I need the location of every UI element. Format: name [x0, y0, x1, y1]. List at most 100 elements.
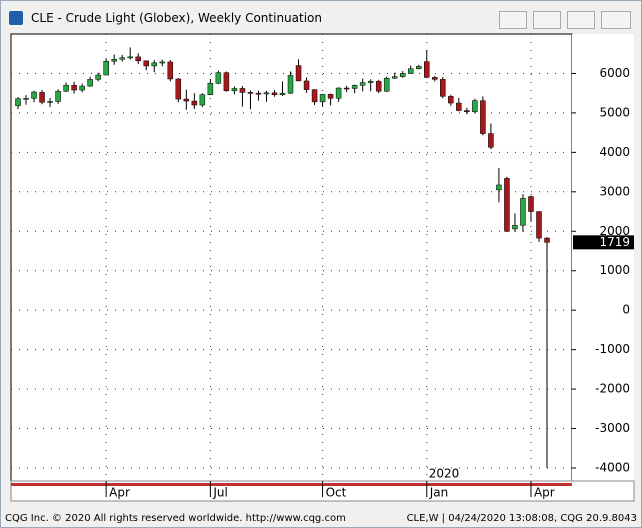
candle-body: [512, 225, 518, 230]
status-bar: CQG Inc. © 2020 All rights reserved worl…: [1, 510, 641, 527]
candle-body: [247, 92, 254, 94]
candle-body: [143, 60, 149, 67]
candle-body: [95, 74, 101, 80]
axis-area: [572, 34, 634, 481]
candle-body: [39, 92, 45, 103]
candle-body: [135, 56, 141, 62]
candle-body: [496, 184, 502, 191]
y-tick-label: 6000: [599, 66, 630, 80]
candle-body: [119, 57, 125, 60]
candle-body: [383, 77, 390, 92]
candle-body: [63, 85, 69, 92]
x-tick-label: Oct: [326, 486, 347, 500]
y-tick-label: 5000: [599, 105, 630, 119]
window-title: CLE - Crude Light (Globex), Weekly Conti…: [31, 11, 322, 25]
candle-body: [424, 61, 430, 78]
plot-area: [10, 33, 573, 482]
last-price-box: [573, 235, 634, 250]
y-tick-label: -1000: [595, 342, 630, 356]
candle-body: [520, 198, 526, 226]
candle-body: [255, 92, 262, 95]
candle-body: [367, 81, 374, 83]
x-tick-label: Apr: [534, 486, 555, 500]
chart: -4000 -3000 -2000 -1000 0 1000 2000 3000 4000 500…: [10, 33, 635, 502]
candle-body: [151, 62, 158, 67]
candle-body: [287, 75, 294, 94]
candle-body: [239, 88, 246, 93]
candle-body: [279, 92, 286, 96]
candle-body: [175, 78, 182, 100]
y-tick-label: -3000: [595, 421, 630, 435]
candle-body: [375, 81, 382, 92]
candle-body: [488, 133, 494, 148]
candle-body: [103, 60, 109, 76]
candle-body: [343, 87, 350, 90]
x-tick-label: Jul: [212, 486, 227, 500]
candle-body: [544, 237, 550, 243]
maximize-button[interactable]: [567, 11, 595, 29]
candle-body: [79, 85, 85, 91]
close-button[interactable]: [601, 11, 631, 29]
candle-body: [464, 110, 470, 112]
candle-body: [432, 77, 438, 80]
candle-body: [335, 87, 342, 99]
link-button[interactable]: [499, 11, 527, 29]
y-tick-label: 0: [622, 303, 630, 317]
candle-body: [31, 91, 37, 99]
y-tick-label: -2000: [595, 382, 630, 396]
y-tick-label: 4000: [599, 145, 630, 159]
candle-body: [480, 100, 486, 134]
candle-body: [191, 100, 198, 106]
candle-body: [391, 76, 398, 79]
candle-body: [199, 94, 206, 106]
candle-body: [295, 65, 302, 82]
y-tick-label: 2000: [599, 224, 630, 238]
candle-body: [359, 82, 366, 86]
candle-body: [319, 94, 326, 103]
candle-body: [504, 178, 510, 232]
candle-body: [167, 61, 174, 80]
candle-body: [407, 68, 414, 74]
status-text: CLE,W | 04/24/2020 13:08:08, CQG 20.9.80…: [406, 513, 637, 524]
candle-body: [111, 58, 117, 62]
candle-body: [231, 88, 238, 92]
candle-body: [215, 72, 222, 84]
candle-body: [55, 90, 61, 102]
candle-body: [303, 80, 310, 90]
candle-body: [448, 96, 454, 104]
x-tick-label: Jan: [429, 486, 449, 500]
last-price-label: 1719: [599, 235, 630, 249]
year-label: 2020: [429, 467, 460, 481]
candle-body: [47, 101, 53, 103]
candle-body: [528, 196, 534, 212]
candle-body: [207, 83, 214, 96]
y-tick-label: -4000: [595, 460, 630, 474]
y-tick-label: 1000: [599, 263, 630, 277]
title-bar: CLE - Crude Light (Globex), Weekly Conti…: [1, 1, 641, 31]
candle-body: [440, 79, 446, 97]
time-stripe: [11, 483, 572, 486]
candle-body: [536, 211, 542, 239]
minimize-button[interactable]: [533, 11, 561, 29]
candle-body: [87, 79, 93, 87]
candle-body: [456, 102, 462, 111]
candle-body: [327, 94, 334, 99]
app-icon: [9, 11, 23, 25]
candle-body: [311, 89, 318, 103]
candle-body: [416, 66, 422, 69]
candle-body: [351, 85, 358, 89]
copyright: CQG Inc. © 2020 All rights reserved worl…: [5, 513, 346, 524]
candle-body: [472, 100, 478, 112]
candle-body: [127, 56, 133, 59]
candle-body: [159, 61, 166, 64]
y-tick-label: 3000: [599, 184, 630, 198]
candle-body: [263, 92, 270, 95]
candle-body: [223, 72, 230, 92]
candle-body: [183, 98, 190, 102]
candle-body: [71, 85, 77, 91]
candle-body: [271, 92, 278, 96]
candle-body: [399, 73, 406, 77]
x-tick-label: Apr: [109, 486, 130, 500]
candle-body: [23, 98, 29, 100]
